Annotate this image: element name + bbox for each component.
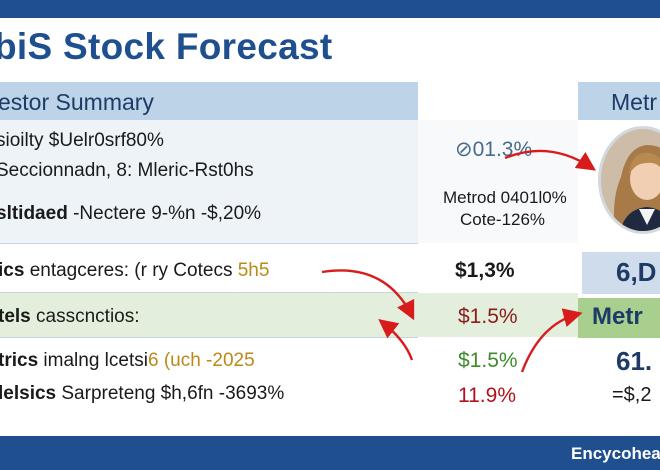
- list-item: tels casscnctios:: [0, 306, 140, 328]
- metric-value: Metrod 0401l0%: [443, 188, 567, 207]
- row-divider: [0, 337, 418, 338]
- metric-value-text: 01.3%: [472, 138, 533, 161]
- metric-icon: ⊘: [455, 138, 473, 161]
- page-title: biS Stock Forecast: [0, 26, 333, 67]
- metric-label: Metr: [592, 303, 643, 330]
- list-item-lead: tels: [0, 306, 31, 327]
- value-band-green: [578, 298, 660, 338]
- list-item-accent: 5h5: [237, 260, 270, 281]
- summary-line: Seccionnadn, 8: Mleric-Rst0hs: [0, 160, 254, 181]
- list-item-rest: imalng lcetsi: [38, 350, 148, 371]
- list-item-rest: entagceres: (r ry Cotecs: [24, 260, 238, 281]
- metric-total: 61.: [616, 346, 653, 376]
- metric-value: 11.9%: [458, 384, 516, 407]
- list-item-rest: casscnctios:: [30, 306, 140, 327]
- metric-value: ⊘01.3%: [455, 137, 532, 162]
- person-icon: [601, 129, 660, 231]
- list-item-lead: lelsics: [0, 383, 57, 404]
- summary-line-rest: -Nectere 9-%n -$,20%: [67, 203, 262, 224]
- value-band: [582, 252, 660, 294]
- summary-line: sioilty $Uelr0srf80%: [0, 130, 164, 151]
- summary-panel: [0, 120, 418, 243]
- list-item: lelsics Sarpreteng $h,6fn -3693%: [0, 383, 284, 405]
- metric-value: $1,3%: [455, 259, 515, 282]
- list-item: trics imalng lcetsi6 (uch -2025: [0, 350, 255, 372]
- metric-value: Cote-126%: [460, 210, 546, 229]
- list-item-accent: 6 (uch -2025: [147, 350, 255, 371]
- metrics-panel: [418, 120, 578, 243]
- row-divider: [0, 292, 418, 293]
- row-divider: [0, 243, 418, 244]
- metrics-header: Metr: [611, 89, 657, 115]
- list-item-lead: ics: [0, 260, 25, 281]
- footer-brand: Encycoheat: [571, 444, 660, 463]
- table-row: [0, 244, 578, 292]
- metric-value: $1.5%: [458, 349, 518, 372]
- metrics-header-band: [578, 82, 660, 120]
- list-item-rest: Sarpreteng $h,6fn -3693%: [56, 383, 285, 404]
- metric-value: $1.5%: [458, 305, 518, 328]
- list-item-lead: trics: [0, 350, 39, 371]
- metric-total: 6,D: [616, 257, 657, 287]
- summary-line-lead: sltidaed: [0, 203, 68, 224]
- summary-header-band: [0, 82, 418, 120]
- summary-line: sltidaed -Nectere 9-%n -$,20%: [0, 203, 261, 225]
- summary-header: estor Summary: [0, 89, 154, 115]
- bottom-bar: [0, 436, 660, 470]
- metric-total: =$,2: [612, 384, 652, 406]
- avatar: [598, 126, 660, 234]
- top-bar: [0, 0, 660, 18]
- table-row-highlight: [0, 293, 578, 337]
- list-item: ics entagceres: (r ry Cotecs 5h5: [0, 260, 269, 282]
